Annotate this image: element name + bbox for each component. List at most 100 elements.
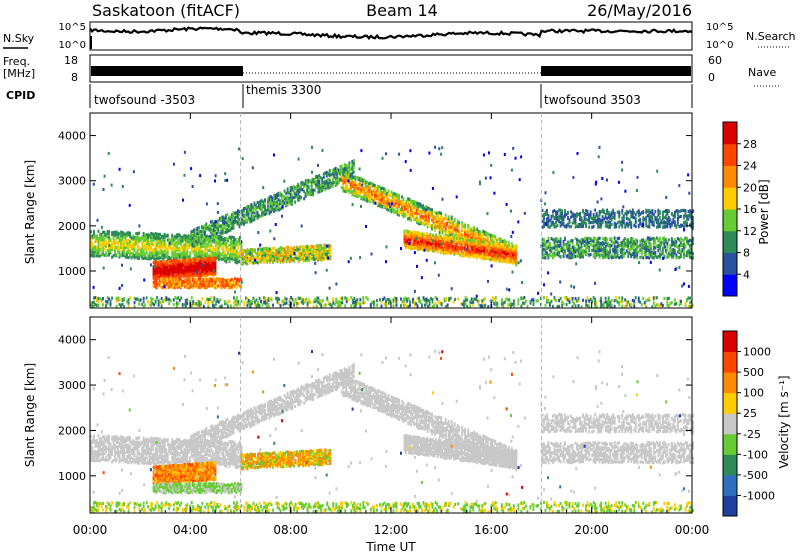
nave-tick-top: 60 — [708, 54, 722, 67]
nsky-label: N.Sky — [3, 32, 35, 45]
power-cell — [464, 223, 466, 226]
power-cell — [254, 248, 256, 251]
power-cell — [348, 161, 350, 164]
date-title: 26/May/2016 — [587, 1, 692, 20]
power-cell — [199, 277, 201, 280]
power-cell — [205, 223, 207, 226]
power-cell — [239, 236, 241, 239]
power-cell — [388, 190, 390, 193]
power-cell — [189, 254, 191, 257]
power-cell — [515, 245, 517, 248]
power-cell — [247, 262, 249, 265]
power-cell — [264, 205, 266, 208]
power-cell — [564, 237, 566, 240]
power-cell — [467, 224, 469, 227]
power-cell — [189, 278, 191, 281]
power-cell — [98, 230, 100, 233]
nave-label: Nave — [748, 66, 776, 79]
power-cell — [582, 255, 584, 258]
nsky-trace — [90, 28, 692, 49]
power-cell — [300, 196, 302, 199]
power-cell — [345, 182, 347, 185]
power-cell — [403, 197, 405, 200]
freq-band-left — [91, 66, 243, 76]
power-cell — [560, 255, 562, 258]
power-cell — [617, 248, 619, 251]
nsearch-label: N.Search — [746, 30, 796, 43]
power-cell — [116, 253, 118, 256]
station-title: Saskatoon (fitACF) — [92, 1, 240, 20]
freq-tick-bottom: 8 — [71, 71, 78, 84]
power-cell — [551, 250, 553, 253]
power-cell — [156, 279, 158, 282]
nsky-tick-top: 10^5 — [59, 22, 86, 33]
power-cell — [505, 241, 507, 244]
power-cell — [590, 253, 592, 256]
power-cell — [486, 242, 488, 245]
power-cell — [167, 234, 169, 237]
power-cell — [312, 192, 314, 195]
power-cell — [342, 170, 344, 173]
power-cell — [287, 187, 289, 190]
power-cell — [445, 214, 447, 217]
power-cell — [397, 208, 399, 211]
power-cell — [599, 237, 601, 240]
power-cell — [617, 253, 619, 256]
power-cell — [351, 173, 353, 176]
power-cell — [515, 250, 517, 253]
beam-title: Beam 14 — [366, 1, 438, 20]
power-cell — [353, 159, 355, 162]
power-cell — [617, 241, 619, 244]
power-cell — [257, 211, 259, 214]
nsearch-tick-bottom: 10^0 — [706, 40, 733, 51]
power-cell — [461, 221, 463, 224]
power-cell — [508, 241, 510, 244]
power-cell — [323, 176, 325, 179]
power-cell — [606, 238, 608, 241]
power-cell — [320, 244, 322, 247]
nave-tick-bottom: 0 — [708, 71, 715, 84]
nsky-line — [90, 28, 692, 39]
power-heatmap — [90, 146, 694, 309]
freq-tick-top: 18 — [64, 54, 78, 67]
power-cell — [410, 218, 412, 221]
power-cell — [494, 235, 496, 238]
power-cell — [543, 238, 545, 241]
power-cell — [611, 244, 613, 247]
power-cell — [233, 226, 235, 229]
power-cell — [266, 212, 268, 215]
freq-band-right — [541, 66, 691, 76]
power-cell — [214, 257, 216, 260]
power-cell — [201, 233, 203, 236]
power-cell — [321, 189, 323, 192]
power-cell — [225, 242, 227, 245]
power-cell — [454, 218, 456, 221]
cpid-strip: CPID twofsound -3503 themis 3300 twofsou… — [6, 83, 692, 108]
freq-unit-label: [MHz] — [3, 67, 35, 80]
power-cell — [110, 238, 112, 241]
power-cell — [398, 194, 400, 197]
power-cell — [572, 239, 574, 242]
power-cell — [227, 213, 229, 216]
nsky-strip: N.Sky 10^5 10^0 10^5 10^0 N.Search — [3, 22, 796, 51]
power-cell — [388, 198, 390, 201]
power-cell — [329, 244, 331, 247]
power-cell — [479, 242, 481, 245]
power-cell — [165, 244, 167, 247]
freq-strip: Freq. [MHz] 18 8 60 0 Nave — [3, 54, 780, 86]
cpid-segment-1: twofsound -3503 — [94, 93, 195, 107]
power-cell — [92, 242, 94, 245]
power-cell — [515, 259, 517, 262]
power-cell — [224, 251, 226, 254]
power-cell — [385, 189, 387, 192]
nsearch-tick-top: 10^5 — [706, 22, 733, 33]
power-cell — [353, 166, 355, 169]
power-cell — [314, 189, 316, 192]
power-cell — [294, 201, 296, 204]
power-cell — [563, 255, 565, 258]
power-cell — [318, 180, 320, 183]
power-cell — [214, 261, 216, 264]
power-cell — [458, 221, 460, 224]
power-cell — [129, 232, 131, 235]
